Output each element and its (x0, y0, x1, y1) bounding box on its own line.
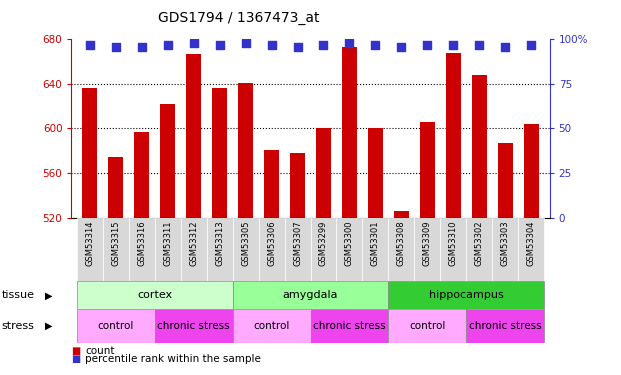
Bar (238, 83, 253, 218)
Text: GSM53301: GSM53301 (371, 220, 380, 266)
Text: percentile rank within the sample: percentile rank within the sample (85, 354, 261, 364)
Text: GDS1794 / 1367473_at: GDS1794 / 1367473_at (158, 11, 320, 25)
Bar (310, 309, 389, 343)
Text: GSM53316: GSM53316 (137, 220, 146, 266)
Text: GSM53302: GSM53302 (475, 220, 484, 266)
Bar (160, 104, 175, 218)
Bar (389, 309, 466, 343)
Bar (337, 217, 363, 281)
Bar (134, 132, 150, 218)
Point (189, 40, 199, 46)
Text: GSM53305: GSM53305 (241, 220, 250, 266)
Bar (492, 217, 519, 281)
Text: GSM53307: GSM53307 (293, 220, 302, 266)
Bar (76, 217, 102, 281)
Bar (284, 217, 310, 281)
Bar (155, 309, 232, 343)
Text: chronic stress: chronic stress (469, 321, 542, 331)
Bar (368, 128, 383, 217)
Point (448, 42, 458, 48)
Bar (420, 122, 435, 218)
Text: GSM53299: GSM53299 (319, 220, 328, 266)
Point (527, 42, 537, 48)
Bar (310, 217, 337, 281)
Text: chronic stress: chronic stress (313, 321, 386, 331)
Bar (258, 217, 284, 281)
Point (501, 44, 510, 50)
Text: GSM53308: GSM53308 (397, 220, 406, 266)
Point (240, 40, 250, 46)
Bar (76, 281, 232, 309)
Text: tissue: tissue (1, 290, 34, 300)
Text: GSM53314: GSM53314 (85, 220, 94, 266)
Point (422, 42, 432, 48)
Text: GSM53315: GSM53315 (111, 220, 120, 266)
Bar (108, 158, 124, 218)
Bar (363, 217, 389, 281)
Point (137, 44, 147, 50)
Point (266, 42, 276, 48)
Text: count: count (85, 346, 115, 356)
Text: ■: ■ (71, 346, 81, 356)
Bar (466, 217, 492, 281)
Bar (524, 124, 539, 218)
Text: amygdala: amygdala (283, 290, 338, 300)
Bar (232, 309, 310, 343)
Bar (232, 281, 389, 309)
Bar (414, 217, 440, 281)
Point (371, 42, 381, 48)
Point (319, 42, 329, 48)
Bar (471, 75, 487, 217)
Text: ▶: ▶ (45, 321, 52, 331)
Text: ▶: ▶ (45, 290, 52, 300)
Text: cortex: cortex (137, 290, 172, 300)
Bar (466, 309, 545, 343)
Point (215, 42, 225, 48)
Bar (497, 143, 513, 218)
Bar (212, 88, 227, 218)
Bar (389, 281, 545, 309)
Bar (446, 53, 461, 217)
Text: GSM53300: GSM53300 (345, 220, 354, 266)
Text: GSM53313: GSM53313 (215, 220, 224, 266)
Bar (519, 217, 545, 281)
Text: hippocampus: hippocampus (429, 290, 504, 300)
Bar (129, 217, 155, 281)
Text: control: control (97, 321, 134, 331)
Bar (207, 217, 232, 281)
Point (111, 44, 120, 50)
Bar (389, 217, 414, 281)
Text: GSM53312: GSM53312 (189, 220, 198, 266)
Text: GSM53311: GSM53311 (163, 220, 172, 266)
Text: chronic stress: chronic stress (157, 321, 230, 331)
Text: GSM53310: GSM53310 (449, 220, 458, 266)
Bar (232, 217, 258, 281)
Point (396, 44, 406, 50)
Point (84, 42, 94, 48)
Point (163, 42, 173, 48)
Bar (181, 217, 207, 281)
Text: GSM53306: GSM53306 (267, 220, 276, 266)
Bar (264, 150, 279, 217)
Bar (290, 153, 306, 218)
Bar (82, 88, 97, 218)
Bar (342, 47, 357, 217)
Bar (186, 54, 201, 217)
Bar (394, 211, 409, 218)
Text: GSM53309: GSM53309 (423, 220, 432, 266)
Bar (440, 217, 466, 281)
Text: GSM53303: GSM53303 (501, 220, 510, 266)
Text: stress: stress (1, 321, 34, 331)
Text: ■: ■ (71, 354, 81, 364)
Text: control: control (253, 321, 290, 331)
Point (292, 44, 302, 50)
Point (474, 42, 484, 48)
Text: GSM53304: GSM53304 (527, 220, 536, 266)
Bar (102, 217, 129, 281)
Bar (76, 309, 155, 343)
Text: control: control (409, 321, 446, 331)
Bar (155, 217, 181, 281)
Bar (315, 128, 331, 217)
Point (345, 40, 355, 46)
